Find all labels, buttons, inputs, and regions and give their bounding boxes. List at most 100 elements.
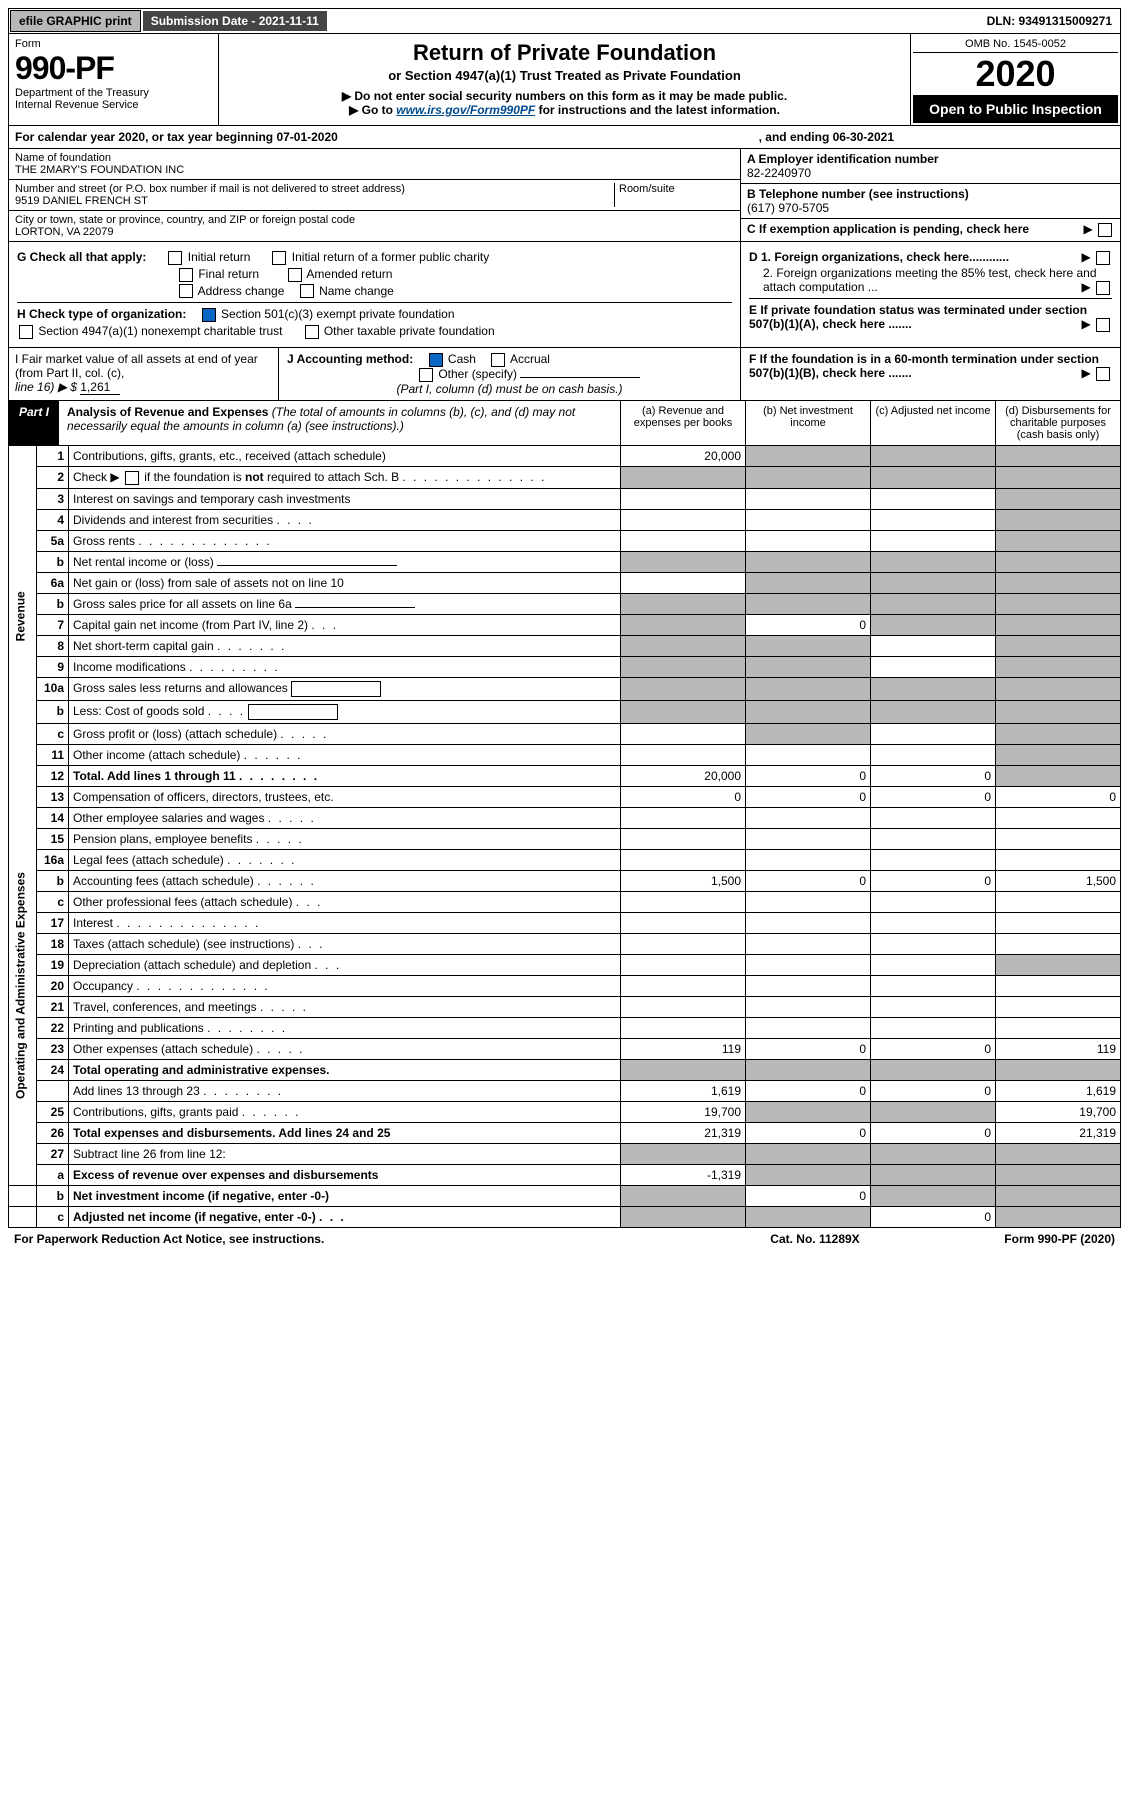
revenue-side-label: Revenue	[9, 446, 37, 786]
table-row: Revenue 1 Contributions, gifts, grants, …	[9, 446, 1121, 467]
ein-cell: A Employer identification number 82-2240…	[741, 149, 1120, 184]
form-title: Return of Private Foundation	[229, 40, 900, 66]
city-cell: City or town, state or province, country…	[9, 211, 740, 241]
dept-line2: Internal Revenue Service	[15, 99, 212, 111]
col-d-hdr: (d) Disbursements for charitable purpose…	[995, 401, 1120, 445]
table-row: cAdjusted net income (if negative, enter…	[9, 1206, 1121, 1227]
f-label: F If the foundation is in a 60-month ter…	[749, 352, 1099, 380]
d2-chk[interactable]	[1096, 281, 1110, 295]
entity-block: Name of foundation THE 2MARY'S FOUNDATIO…	[8, 149, 1121, 242]
h-4947-chk[interactable]	[19, 325, 33, 339]
form990pf-link[interactable]: www.irs.gov/Form990PF	[396, 103, 535, 117]
d2-label: 2. Foreign organizations meeting the 85%…	[763, 266, 1097, 294]
table-row: 18Taxes (attach schedule) (see instructi…	[9, 933, 1121, 954]
calendar-year-line: For calendar year 2020, or tax year begi…	[8, 126, 1121, 149]
g-block: G Check all that apply: Initial return I…	[9, 242, 740, 347]
i-block: I Fair market value of all assets at end…	[9, 348, 279, 400]
c-label: C If exemption application is pending, c…	[747, 222, 1029, 236]
desc-1: Contributions, gifts, grants, etc., rece…	[69, 446, 621, 467]
j-label: J Accounting method:	[287, 352, 413, 366]
col-c-hdr: (c) Adjusted net income	[870, 401, 995, 445]
table-row: 10aGross sales less returns and allowanc…	[9, 677, 1121, 700]
city-value: LORTON, VA 22079	[15, 226, 734, 238]
table-row: 14Other employee salaries and wages . . …	[9, 807, 1121, 828]
form-word: Form	[15, 38, 212, 50]
street-address: 9519 DANIEL FRENCH ST	[15, 195, 614, 207]
cy-end: , and ending 06-30-2021	[759, 130, 894, 144]
table-row: 19Depreciation (attach schedule) and dep…	[9, 954, 1121, 975]
j-cash-chk[interactable]	[429, 353, 443, 367]
j-accrual-chk[interactable]	[491, 353, 505, 367]
header-right: OMB No. 1545-0052 2020 Open to Public In…	[910, 34, 1120, 125]
g-addr-change-chk[interactable]	[179, 284, 193, 298]
d1-chk[interactable]	[1096, 251, 1110, 265]
schb-chk[interactable]	[125, 471, 139, 485]
form-number: 990-PF	[15, 50, 212, 87]
submission-date-label: Submission Date - 2021-11-11	[143, 11, 327, 31]
part1-header: Part I Analysis of Revenue and Expenses …	[8, 401, 1121, 446]
table-row: 3Interest on savings and temporary cash …	[9, 488, 1121, 509]
note-goto: ▶ Go to www.irs.gov/Form990PF for instru…	[229, 103, 900, 117]
d-e-block: D 1. Foreign organizations, check here..…	[740, 242, 1120, 347]
f-chk[interactable]	[1096, 367, 1110, 381]
table-row: cGross profit or (loss) (attach schedule…	[9, 723, 1121, 744]
j-note: (Part I, column (d) must be on cash basi…	[396, 382, 622, 396]
j-other-chk[interactable]	[419, 368, 433, 382]
g-d-block: G Check all that apply: Initial return I…	[8, 242, 1121, 348]
table-row: 26Total expenses and disbursements. Add …	[9, 1122, 1121, 1143]
exemption-pending-cell: C If exemption application is pending, c…	[741, 219, 1120, 239]
col-b-hdr: (b) Net investment income	[745, 401, 870, 445]
name-cell: Name of foundation THE 2MARY'S FOUNDATIO…	[9, 149, 740, 180]
g-name-change-chk[interactable]	[300, 284, 314, 298]
expenses-side-label: Operating and Administrative Expenses	[9, 786, 37, 1185]
g-initial-chk[interactable]	[168, 251, 182, 265]
cy-begin: For calendar year 2020, or tax year begi…	[15, 130, 338, 144]
h-other-chk[interactable]	[305, 325, 319, 339]
room-label: Room/suite	[619, 183, 734, 195]
table-row: 9Income modifications . . . . . . . . .	[9, 656, 1121, 677]
i-value: 1,261	[80, 380, 120, 395]
table-row: cOther professional fees (attach schedul…	[9, 891, 1121, 912]
table-row: Operating and Administrative Expenses 13…	[9, 786, 1121, 807]
ijf-block: I Fair market value of all assets at end…	[8, 348, 1121, 401]
city-label: City or town, state or province, country…	[15, 214, 734, 226]
table-row: 24Total operating and administrative exp…	[9, 1059, 1121, 1080]
ein-label: A Employer identification number	[747, 152, 1114, 166]
top-bar: efile GRAPHIC print Submission Date - 20…	[8, 8, 1121, 34]
part1-table: Revenue 1 Contributions, gifts, grants, …	[8, 446, 1121, 1228]
table-row: bNet rental income or (loss)	[9, 551, 1121, 572]
table-row: bLess: Cost of goods sold . . . .	[9, 700, 1121, 723]
efile-print-btn[interactable]: efile GRAPHIC print	[10, 10, 141, 32]
table-row: 2 Check ▶ if the foundation is not requi…	[9, 466, 1121, 488]
form-header: Form 990-PF Department of the Treasury I…	[8, 34, 1121, 126]
table-row: 15Pension plans, employee benefits . . .…	[9, 828, 1121, 849]
table-row: 22Printing and publications . . . . . . …	[9, 1017, 1121, 1038]
footer-formref: Form 990-PF (2020)	[915, 1232, 1115, 1246]
c-checkbox[interactable]	[1098, 223, 1112, 237]
table-row: 20Occupancy . . . . . . . . . . . . .	[9, 975, 1121, 996]
g-label: G Check all that apply:	[17, 250, 146, 264]
tax-year: 2020	[913, 53, 1118, 95]
dept-line1: Department of the Treasury	[15, 87, 212, 99]
footer-catno: Cat. No. 11289X	[715, 1232, 915, 1246]
foundation-name: THE 2MARY'S FOUNDATION INC	[15, 164, 734, 176]
table-row: aExcess of revenue over expenses and dis…	[9, 1164, 1121, 1185]
open-public-badge: Open to Public Inspection	[913, 95, 1118, 123]
table-row: 8Net short-term capital gain . . . . . .…	[9, 635, 1121, 656]
g-final-chk[interactable]	[179, 268, 193, 282]
header-middle: Return of Private Foundation or Section …	[219, 34, 910, 125]
g-amended-chk[interactable]	[288, 268, 302, 282]
e-label: E If private foundation status was termi…	[749, 303, 1087, 331]
e-chk[interactable]	[1096, 318, 1110, 332]
table-row: 11Other income (attach schedule) . . . .…	[9, 744, 1121, 765]
table-row: 23Other expenses (attach schedule) . . .…	[9, 1038, 1121, 1059]
h-501c3-chk[interactable]	[202, 308, 216, 322]
omb-number: OMB No. 1545-0052	[913, 36, 1118, 53]
table-row: 7Capital gain net income (from Part IV, …	[9, 614, 1121, 635]
addr-cell: Number and street (or P.O. box number if…	[9, 180, 740, 211]
note-ssn: ▶ Do not enter social security numbers o…	[229, 89, 900, 103]
table-row: bGross sales price for all assets on lin…	[9, 593, 1121, 614]
table-row: 21Travel, conferences, and meetings . . …	[9, 996, 1121, 1017]
g-initial-former-chk[interactable]	[272, 251, 286, 265]
j-block: J Accounting method: Cash Accrual Other …	[279, 348, 740, 400]
